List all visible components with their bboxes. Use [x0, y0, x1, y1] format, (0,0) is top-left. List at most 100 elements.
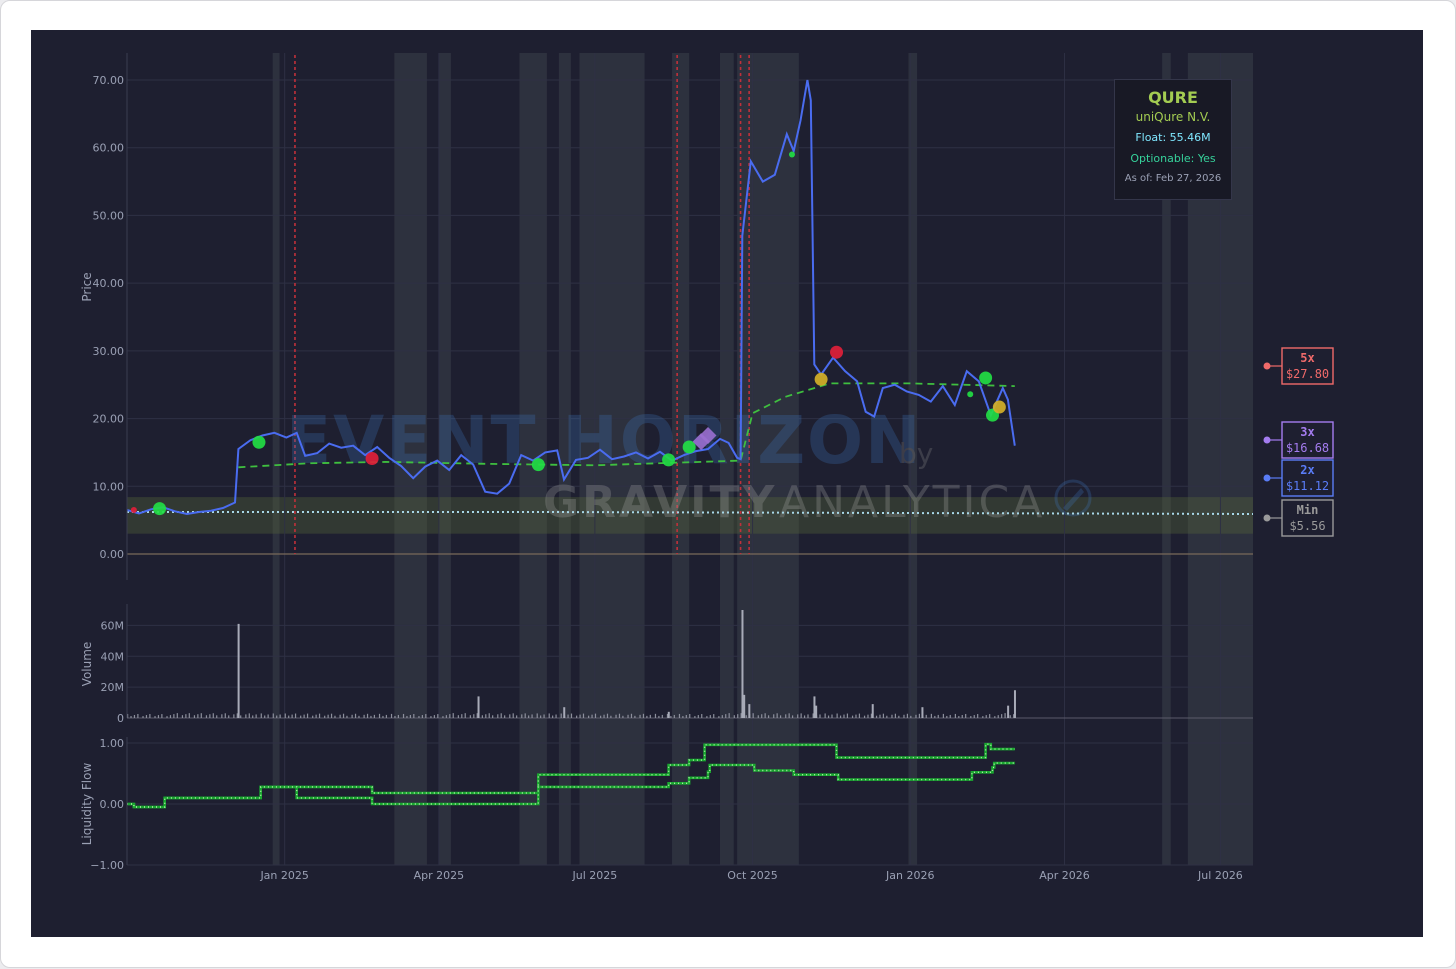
moving-average-line [238, 382, 1015, 469]
volume-bar [918, 713, 920, 718]
volume-bar [921, 707, 924, 718]
volume-bar [813, 696, 816, 718]
watermark: EVENT HORIZON by GRAVITY ANALYTICA [286, 402, 1092, 528]
volume-bar [709, 715, 711, 718]
price-tick-label: 20.00 [93, 413, 125, 426]
volume-bar [1009, 715, 1011, 718]
company-name: uniQure N.V. [1135, 110, 1211, 124]
volume-bar [402, 713, 405, 718]
price-line [126, 79, 1016, 516]
volume-bar [615, 714, 617, 718]
volume-bar [425, 714, 427, 718]
volume-axis-title: Volume [80, 642, 94, 687]
x-tick-label: Jul 2025 [571, 869, 617, 882]
volume-bar [1001, 714, 1003, 718]
liquidity-tick-label: 1.00 [100, 737, 125, 750]
volume-bar [737, 714, 739, 718]
volume-bar [815, 705, 818, 718]
volume-bar [973, 715, 975, 718]
volume-bar [216, 715, 218, 718]
volume-bar [797, 714, 799, 718]
watermark-by: by [899, 437, 933, 470]
volume-bar [706, 716, 708, 718]
volume-bar [622, 715, 624, 718]
shaded-period [272, 53, 280, 865]
level-price: $11.12 [1286, 479, 1329, 493]
volume-bar [800, 713, 802, 718]
volume-bar [906, 713, 909, 718]
volume-bar [875, 715, 878, 718]
signal-marker [699, 427, 717, 444]
volume-bar [682, 716, 684, 718]
volume-bar [725, 714, 727, 718]
as-of-date: As of: Feb 27, 2026 [1124, 173, 1222, 184]
volume-bar [248, 713, 250, 718]
volume-bar [882, 713, 885, 718]
volume-bar [701, 714, 703, 718]
volume-bar [831, 714, 833, 718]
x-tick-label: Jul 2026 [1197, 869, 1243, 882]
level-multiple: Min [1297, 503, 1319, 517]
chart-svg: EVENT HORIZON by GRAVITY ANALYTICA 70.00… [80, 53, 1334, 882]
volume-bar [330, 713, 333, 718]
volume-bar [685, 715, 687, 718]
volume-bar [481, 715, 483, 718]
volume-bar [630, 713, 633, 718]
volume-bar [291, 714, 293, 718]
chart-panel: EVENT HORIZON by GRAVITY ANALYTICA 70.00… [31, 30, 1423, 937]
volume-bar [137, 713, 139, 718]
volume-bar [961, 715, 963, 718]
gridlines [127, 53, 1253, 866]
volume-bar [970, 716, 972, 718]
volume-bar [646, 715, 648, 718]
volume-bar [977, 714, 979, 718]
volume-bar [169, 715, 172, 718]
volume-bar [149, 714, 151, 718]
volume-bar [157, 715, 160, 718]
volume-bar [946, 715, 948, 718]
volume-bar [994, 716, 996, 718]
volume-bar [934, 715, 936, 718]
volume-bar [145, 715, 148, 718]
volume-bar [500, 713, 502, 718]
level-multiple: 3x [1300, 425, 1314, 439]
volume-bar [236, 713, 238, 718]
volume-bar [288, 715, 290, 718]
volume-bar [870, 713, 873, 718]
volume-bar [264, 715, 266, 718]
volume-bar [560, 713, 562, 718]
volume-bar [1007, 705, 1010, 718]
volume-bar [212, 713, 214, 718]
volume-bar [224, 713, 226, 718]
volume-bar [449, 714, 451, 718]
level-multiple: 2x [1300, 463, 1314, 477]
ticker-info-box: QURE uniQure N.V. Float: 55.46M Optionab… [1114, 79, 1232, 200]
shaded-period [394, 53, 427, 865]
volume-bar [661, 714, 663, 718]
level-box [1281, 499, 1334, 537]
volume-bar [272, 713, 274, 718]
volume-bar [819, 714, 821, 718]
volume-bar [205, 715, 208, 718]
volume-bar [173, 714, 175, 718]
volume-bar [197, 714, 199, 718]
shaded-period [908, 53, 918, 865]
volume-bar [958, 716, 960, 718]
volume-bar [891, 714, 893, 718]
price-tick-label: 60.00 [93, 142, 125, 155]
volume-bar [654, 713, 657, 718]
volume-tick-label: 60M [101, 619, 125, 632]
volume-bar [430, 716, 432, 718]
watermark-line2a: GRAVITY [543, 477, 777, 528]
volume-bar [937, 714, 939, 718]
x-tick-label: Jan 2026 [885, 869, 934, 882]
volume-bar [284, 713, 286, 718]
volume-bar [300, 715, 302, 718]
volume-bar [373, 714, 375, 718]
volume-bar [776, 713, 778, 718]
signal-marker [252, 435, 266, 449]
volume-bar [689, 713, 691, 718]
volume-bar [279, 714, 281, 718]
volume-bar [915, 714, 917, 718]
signal-marker [788, 151, 795, 158]
